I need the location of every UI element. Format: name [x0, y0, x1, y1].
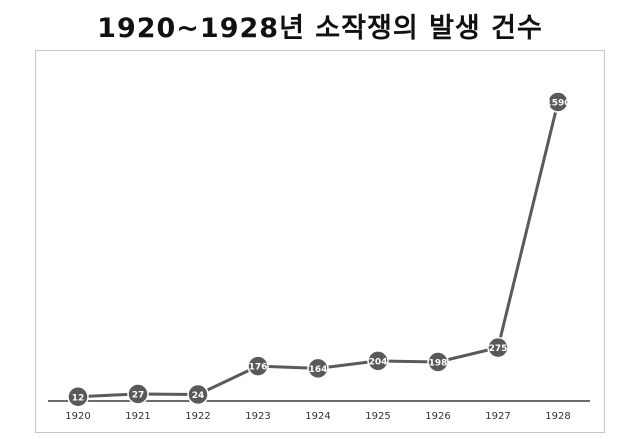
x-tick-label-1922: 1922	[185, 411, 210, 422]
data-label-1925: 204	[369, 357, 388, 367]
data-point-1928	[547, 91, 569, 113]
x-tick-label-1926: 1926	[425, 411, 450, 422]
data-label-1921: 27	[132, 390, 145, 400]
data-point-1926	[427, 351, 449, 373]
data-label-1927: 275	[489, 344, 508, 354]
data-point-1920	[67, 386, 89, 408]
plot-frame	[35, 50, 605, 433]
data-label-1920: 12	[72, 393, 85, 403]
series-line	[76, 100, 560, 399]
chart-title: 1920~1928년 소작쟁의 발생 건수	[97, 13, 543, 44]
data-point-1921	[127, 383, 149, 405]
x-tick-label-1928: 1928	[545, 411, 570, 422]
data-point-1924	[307, 357, 329, 380]
x-tick-label-1923: 1923	[245, 411, 270, 422]
data-point-1923	[247, 355, 269, 377]
x-tick-label-1924: 1924	[305, 411, 330, 422]
x-tick-label-1925: 1925	[365, 411, 390, 422]
data-label-1923: 176	[249, 363, 268, 373]
data-label-1924: 164	[309, 365, 328, 375]
data-label-1926: 198	[429, 359, 448, 369]
data-label-1922: 24	[192, 391, 205, 401]
x-tick-label-1921: 1921	[125, 411, 150, 422]
x-tick-label-1920: 1920	[65, 411, 90, 422]
data-label-1928: 1590	[545, 99, 570, 109]
x-tick-label-1927: 1927	[485, 411, 510, 422]
data-point-1927	[487, 336, 509, 359]
data-point-1922	[187, 383, 209, 406]
data-point-1925	[367, 350, 389, 372]
